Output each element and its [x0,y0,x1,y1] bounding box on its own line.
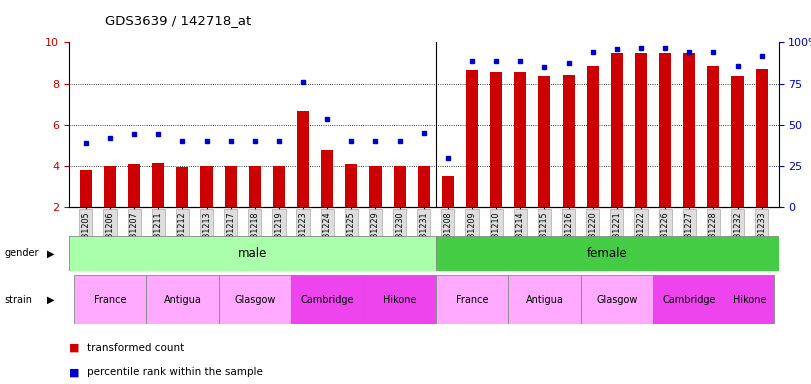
Text: GDS3639 / 142718_at: GDS3639 / 142718_at [105,14,251,27]
Text: Antigua: Antigua [526,295,564,305]
Text: Hikone: Hikone [733,295,766,305]
Bar [466,70,478,207]
Bar [176,167,188,207]
Text: ■: ■ [69,343,79,353]
Bar [79,170,92,207]
Bar [363,275,436,324]
Bar [653,275,726,324]
Bar [146,275,219,324]
Text: male: male [238,247,267,260]
Bar [514,72,526,207]
Text: Hikone: Hikone [383,295,416,305]
Bar [586,66,599,207]
Bar [321,149,333,207]
Text: ▶: ▶ [47,248,54,258]
Text: France: France [94,295,127,305]
Bar [581,275,653,324]
Bar [152,163,165,207]
Bar [297,111,309,207]
Bar [200,166,212,207]
Bar [756,69,768,207]
Text: percentile rank within the sample: percentile rank within the sample [87,367,263,377]
Bar [732,76,744,207]
Bar [539,76,551,207]
Bar [418,166,430,207]
Text: Glasgow: Glasgow [596,295,637,305]
Text: Cambridge: Cambridge [663,295,716,305]
Bar [436,275,508,324]
Bar [249,166,261,207]
Bar [225,166,237,207]
Bar [104,166,116,207]
Bar [563,75,575,207]
Text: transformed count: transformed count [87,343,184,353]
Bar [490,72,502,207]
Bar [611,53,623,207]
Bar [128,164,140,207]
Text: Cambridge: Cambridge [300,295,354,305]
Text: France: France [456,295,488,305]
Bar [345,164,358,207]
Bar [659,53,672,207]
Bar [442,176,454,207]
Text: Antigua: Antigua [164,295,201,305]
Text: ▶: ▶ [47,295,54,305]
Bar [272,166,285,207]
Text: strain: strain [4,295,32,305]
Bar [707,66,719,207]
Bar [74,275,146,324]
Bar [726,275,774,324]
Bar [683,53,695,207]
Text: gender: gender [4,248,39,258]
Bar [393,166,406,207]
Text: ■: ■ [69,367,79,377]
Bar [69,236,436,271]
Bar [436,236,779,271]
Text: Glasgow: Glasgow [234,295,276,305]
Text: female: female [587,247,628,260]
Bar [635,53,647,207]
Bar [508,275,581,324]
Bar [370,166,381,207]
Bar [219,275,291,324]
Bar [291,275,363,324]
